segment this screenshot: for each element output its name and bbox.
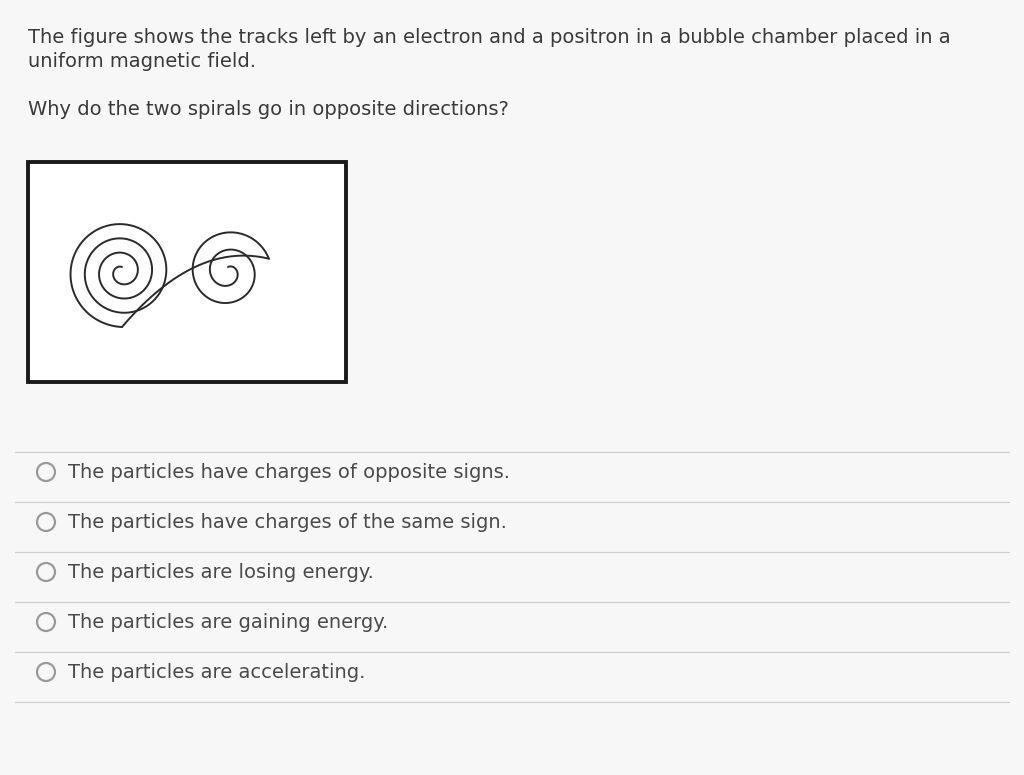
Text: The particles are accelerating.: The particles are accelerating. (68, 663, 366, 681)
Text: The particles have charges of the same sign.: The particles have charges of the same s… (68, 512, 507, 532)
Text: The figure shows the tracks left by an electron and a positron in a bubble chamb: The figure shows the tracks left by an e… (28, 28, 950, 47)
Text: Why do the two spirals go in opposite directions?: Why do the two spirals go in opposite di… (28, 100, 509, 119)
Text: The particles are gaining energy.: The particles are gaining energy. (68, 612, 388, 632)
Text: The particles are losing energy.: The particles are losing energy. (68, 563, 374, 581)
Bar (28, 162, 346, 382)
Text: The particles have charges of opposite signs.: The particles have charges of opposite s… (68, 463, 510, 481)
Text: uniform magnetic field.: uniform magnetic field. (28, 52, 256, 71)
